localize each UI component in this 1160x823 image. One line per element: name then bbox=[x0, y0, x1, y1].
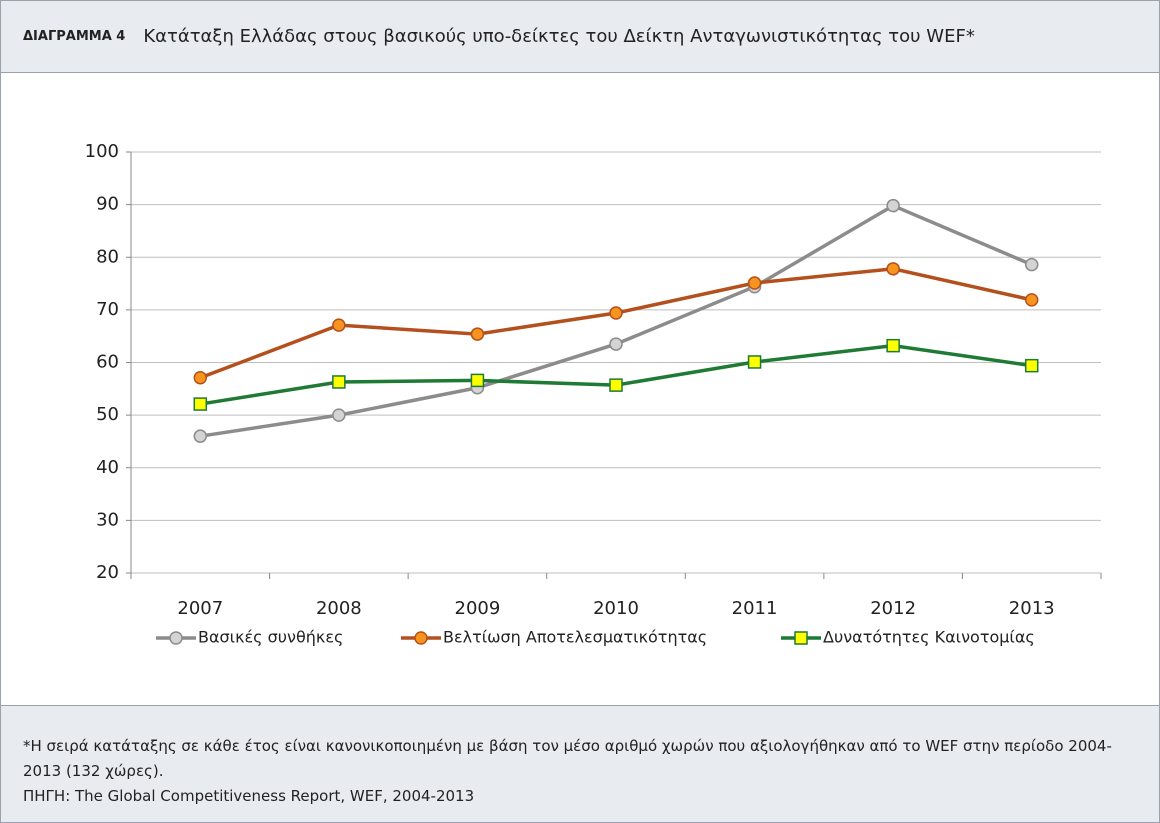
data-point bbox=[1024, 358, 1039, 373]
chart-title: Κατάταξη Ελλάδας στους βασικούς υπο-δείκ… bbox=[143, 26, 975, 47]
y-tick-label: 60 bbox=[96, 352, 119, 373]
data-point bbox=[470, 327, 485, 341]
legend-label: Βελτίωση Αποτελεσματικότητας bbox=[443, 628, 707, 647]
y-tick-label: 80 bbox=[96, 246, 119, 267]
legend-marker bbox=[794, 631, 808, 645]
x-tick-label: 2007 bbox=[177, 598, 223, 619]
x-tick-label: 2010 bbox=[593, 598, 639, 619]
data-point bbox=[1024, 257, 1039, 272]
series-line bbox=[200, 343, 1032, 406]
x-tick-label: 2011 bbox=[732, 598, 778, 619]
data-point bbox=[193, 371, 208, 385]
data-point bbox=[886, 338, 900, 353]
legend-marker bbox=[169, 631, 183, 645]
legend-marker bbox=[414, 631, 428, 645]
y-tick-label: 40 bbox=[96, 457, 119, 478]
data-point bbox=[193, 429, 208, 443]
figure-label: ΔΙΑΓΡΑΜΜΑ 4 bbox=[23, 29, 126, 44]
legend-label: Βασικές συνθήκες bbox=[198, 628, 343, 647]
data-point bbox=[609, 378, 623, 392]
footer: *Η σειρά κατάταξης σε κάθε έτος είναι κα… bbox=[1, 705, 1159, 822]
x-tick-label: 2008 bbox=[316, 598, 362, 619]
series-line bbox=[200, 203, 1033, 438]
data-point bbox=[193, 397, 208, 411]
data-point bbox=[747, 355, 762, 369]
chart: 20 30 40 50 60 70 80 90 100 2007 2008 2009 2010 2011 2… bbox=[85, 141, 1102, 647]
x-tick-label: 2012 bbox=[870, 598, 916, 619]
source: ΠΗΓΗ: The Global Competitiveness Report,… bbox=[23, 787, 475, 805]
data-point bbox=[747, 276, 762, 290]
x-tick-label: 2009 bbox=[455, 598, 501, 619]
y-tick-label: 90 bbox=[96, 194, 119, 215]
legend-label: Δυνατότητες Καινοτομίας bbox=[823, 628, 1035, 647]
data-point bbox=[332, 318, 346, 332]
data-point bbox=[1024, 293, 1039, 307]
data-point bbox=[470, 373, 485, 388]
y-tick-label: 50 bbox=[96, 404, 119, 425]
y-tick-label: 100 bbox=[85, 141, 119, 162]
y-tick-label: 20 bbox=[96, 562, 119, 583]
data-point bbox=[332, 408, 346, 422]
header: ΔΙΑΓΡΑΜΜΑ 4 Κατάταξη Ελλάδας στους βασικ… bbox=[1, 1, 1159, 73]
x-tick-label: 2013 bbox=[1009, 598, 1055, 619]
data-point bbox=[609, 337, 623, 351]
footnote: *Η σειρά κατάταξης σε κάθε έτος είναι κα… bbox=[23, 737, 1112, 780]
y-tick-label: 30 bbox=[96, 509, 119, 530]
y-tick-label: 70 bbox=[96, 299, 119, 320]
data-point bbox=[886, 262, 900, 276]
data-point bbox=[886, 198, 900, 213]
data-point bbox=[332, 375, 346, 389]
series-line bbox=[199, 267, 1033, 380]
data-point bbox=[609, 306, 623, 320]
